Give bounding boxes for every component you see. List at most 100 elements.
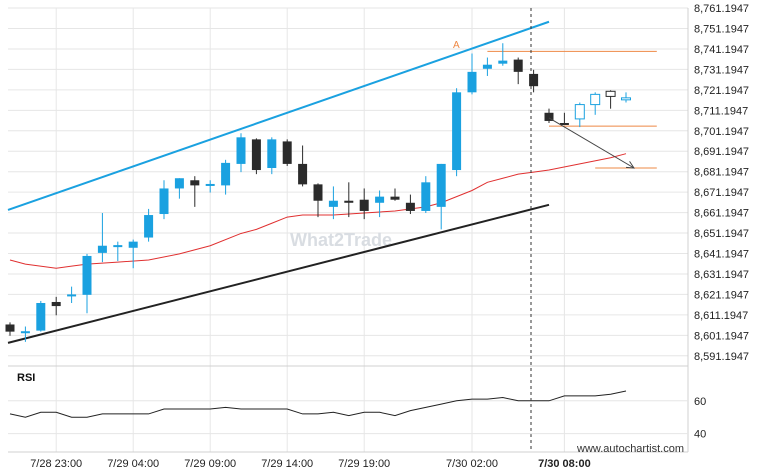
channel-lower-line [7,203,550,344]
y-tick-label: 8,671.1947 [694,187,749,199]
forecast-arrow-line [548,117,635,169]
candle [359,188,369,220]
candle-body [82,255,92,295]
rsi-line [9,390,627,418]
candle-body [421,182,431,211]
watermark: What2Trade [290,230,392,250]
candle [282,139,292,166]
candle [298,145,308,187]
y-axis: 8,761.1947 8,751.1947 8,741.1947 8,731.1947… [694,3,749,363]
rsi-tick-label: 40 [694,429,706,441]
candle-body [605,90,616,97]
candle-body [236,137,246,164]
candle-body [251,139,261,171]
y-tick-label: 8,711.1947 [694,105,748,117]
forecast-arrow-head [625,161,635,169]
x-tick-label: 7/29 09:00 [184,458,236,470]
candle [405,194,415,215]
candle [174,178,184,199]
candle [36,300,46,332]
candle-body [5,324,15,332]
forecast-arrow [548,117,635,169]
x-axis: 7/28 23:00 7/29 04:00 7/29 09:00 7/29 14:00… [30,458,591,470]
candle [467,53,477,95]
level-lines [487,50,657,169]
y-tick-label: 8,651.1947 [694,228,749,240]
y-tick-label: 8,641.1947 [694,249,749,261]
candle-body [51,301,61,307]
candle-body [513,59,523,72]
candle [559,112,569,126]
candle-body [621,97,631,101]
candle-body [267,139,277,168]
candle-body [529,73,539,87]
y-tick-label: 8,681.1947 [694,167,749,179]
y-tick-label: 8,691.1947 [694,146,749,158]
candle-body [498,60,508,64]
candle [328,186,338,220]
x-tick-label: 7/30 02:00 [446,458,498,470]
candle [205,180,215,193]
candle [421,176,431,213]
candle-body [328,200,338,207]
candle [390,188,400,201]
candle-body [359,199,369,211]
candle [621,92,631,103]
candles [5,43,631,342]
y-tick-label: 8,741.1947 [694,44,749,56]
channel-lines [7,20,550,344]
candle-body [436,163,446,207]
y-tick-label: 8,761.1947 [694,3,749,15]
candle-body [467,71,477,93]
candle-body [36,303,46,331]
candle-body [97,245,107,253]
y-tick-label: 8,601.1947 [694,330,749,342]
candle [498,43,508,66]
candle [574,102,585,128]
x-tick-label: 7/29 14:00 [261,458,313,470]
y-tick-label: 8,751.1947 [694,24,749,36]
candle [544,108,554,123]
candle-body [482,64,492,69]
candle [144,208,154,242]
source-credit: www.autochartist.com [576,443,684,455]
candle-body [313,184,323,201]
candle [67,286,77,303]
candle [452,88,462,177]
rsi-panel: 60 40 [8,390,706,441]
candle [267,137,277,175]
y-tick-label: 8,661.1947 [694,208,749,220]
candle-body [174,178,184,189]
candle [344,182,354,218]
candle [159,180,169,220]
candle [97,213,107,263]
candle [590,92,601,115]
candle-body [375,196,385,203]
candle-body [113,245,123,248]
candle-body [221,162,231,186]
channel-upper-line [7,20,550,211]
x-tick-label: 7/28 23:00 [30,458,82,470]
candle [82,253,92,314]
candle-body [205,183,215,186]
candle [51,296,61,316]
candle-body [452,92,462,171]
candle-body [159,188,169,215]
candle-body [590,93,601,106]
candle [313,183,323,218]
candle-body [344,200,354,203]
candle [513,57,523,85]
candle [375,190,385,218]
y-tick-label: 8,631.1947 [694,269,749,281]
candle-body [282,141,292,164]
candle [605,90,616,109]
candle-body [128,241,138,248]
rsi-label: RSI [17,372,35,384]
candle-body [544,112,554,121]
candle-body [20,331,30,334]
y-tick-label: 8,721.1947 [694,85,749,97]
y-tick-label: 8,621.1947 [694,289,749,301]
x-tick-label: 7/29 19:00 [338,458,390,470]
candle [482,57,492,76]
